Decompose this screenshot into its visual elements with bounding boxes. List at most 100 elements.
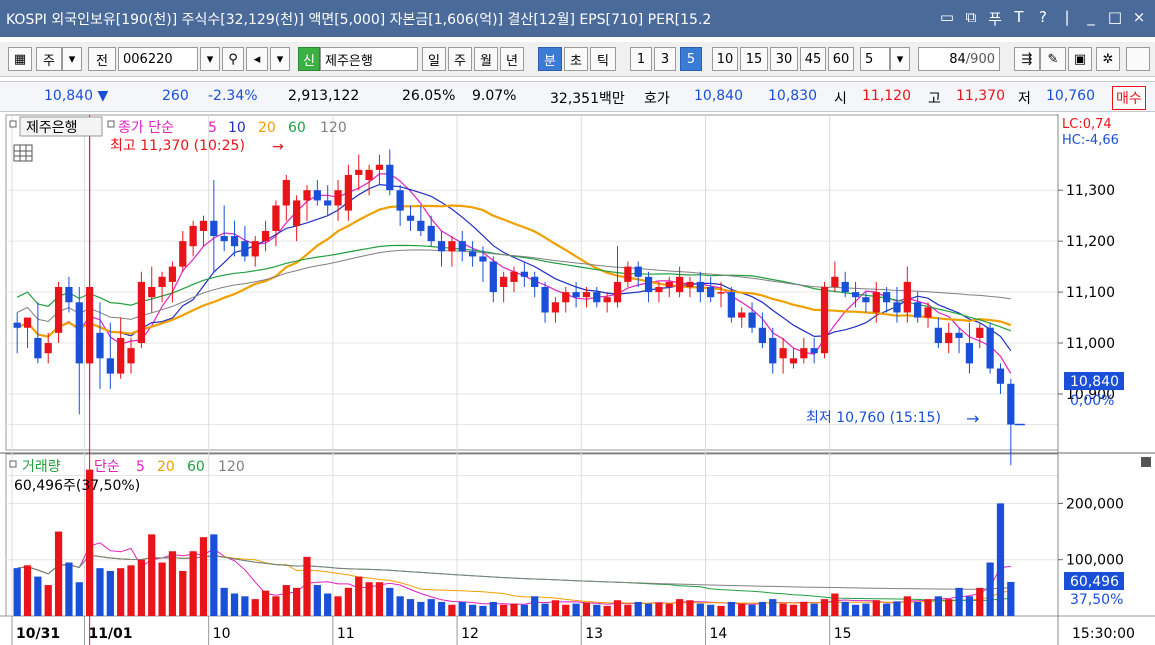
buy-button[interactable]: 매수 — [1112, 86, 1146, 110]
lc-value: LC:0,74 — [1062, 117, 1112, 132]
volume-label: 거래량 — [22, 459, 61, 475]
volume-bar — [479, 605, 487, 616]
tile-icon[interactable]: ⧉ — [965, 8, 977, 26]
volume-bar — [168, 551, 177, 616]
close-icon[interactable]: × — [1132, 8, 1146, 26]
tab-week[interactable]: 주 — [448, 47, 472, 71]
restore-icon[interactable]: ▭ — [939, 8, 955, 26]
gear-icon[interactable]: ✲ — [1096, 47, 1120, 71]
speaker-icon[interactable]: ◂ — [246, 47, 268, 71]
count-input[interactable]: 84/900 — [918, 47, 1000, 71]
interval-30[interactable]: 30 — [770, 47, 798, 71]
candle-body — [531, 276, 539, 287]
candle-body — [189, 225, 197, 247]
x-axis-label: 11/01 — [88, 626, 132, 642]
volume-bar — [976, 587, 984, 616]
open-label: 시 — [834, 91, 847, 107]
volume-bar — [365, 582, 373, 616]
volume-axis-ticks: 200,000 100,000 — [1058, 496, 1124, 569]
candle-body — [779, 348, 787, 359]
volume-bar — [96, 568, 104, 616]
tab-year[interactable]: 년 — [500, 47, 524, 71]
interval-1[interactable]: 1 — [630, 47, 652, 71]
volume-bar — [603, 605, 611, 616]
candle-body — [313, 190, 321, 201]
tab-second[interactable]: 초 — [564, 47, 588, 71]
candle-body — [800, 348, 808, 359]
volume-bar — [779, 603, 787, 616]
tab-month[interactable]: 월 — [474, 47, 498, 71]
chevron-down-icon[interactable]: ▾ — [890, 47, 910, 71]
save-icon[interactable]: ▣ — [1068, 47, 1092, 71]
volume-bar — [272, 596, 280, 616]
volume-bar — [903, 596, 911, 616]
font-icon[interactable]: T — [1014, 8, 1024, 26]
maximize-icon[interactable]: □ — [1107, 8, 1123, 26]
candle-body — [406, 215, 415, 221]
volume-bar — [158, 562, 166, 616]
high-price: 11,370 — [956, 88, 1005, 104]
search-icon[interactable]: ⚲ — [222, 47, 244, 71]
candle-body — [168, 266, 177, 282]
volume-bar — [727, 601, 735, 616]
tab-minute[interactable]: 분 — [538, 47, 562, 71]
candle-body — [976, 327, 984, 338]
ma-period-60: 60 — [288, 120, 306, 136]
candle-body — [893, 302, 901, 313]
price-change: 260 — [162, 88, 189, 104]
volume-bar — [955, 587, 963, 616]
candle-body — [841, 281, 849, 293]
checkbox-icon[interactable] — [1126, 47, 1150, 71]
total-volume: 2,913,122 — [288, 88, 360, 104]
chart-menu-icon[interactable]: ▦ — [8, 47, 32, 71]
draw-tool-icon[interactable]: ✎ — [1040, 47, 1066, 71]
chevron-down-icon[interactable]: ▾ — [62, 47, 82, 71]
market-select[interactable]: 주 — [36, 47, 62, 71]
volume-bar — [406, 599, 415, 616]
interval-3[interactable]: 3 — [654, 47, 676, 71]
volume-bar — [65, 562, 73, 616]
axis-current-volume: 60,496 — [1070, 574, 1119, 590]
candle-body — [210, 220, 218, 237]
x-axis-label: 10 — [213, 626, 231, 642]
volume-bar — [914, 601, 922, 616]
chevron-down-icon[interactable]: ▾ — [270, 47, 290, 71]
volume-bar — [137, 559, 146, 616]
candle-body — [986, 327, 994, 369]
volume-bar — [572, 603, 580, 616]
pin-icon[interactable]: 푸 — [988, 10, 1002, 28]
interval-45[interactable]: 45 — [800, 47, 826, 71]
interval-10[interactable]: 10 — [712, 47, 738, 71]
table-icon[interactable] — [13, 144, 33, 162]
chevron-down-icon[interactable]: ▾ — [200, 47, 220, 71]
compare-icon[interactable]: ⇶ — [1014, 47, 1040, 71]
all-button[interactable]: 전 — [88, 47, 116, 71]
volume-bar — [44, 585, 52, 616]
volume-bar — [86, 469, 94, 616]
candle-body — [748, 312, 756, 328]
minimize-icon[interactable]: _ — [1087, 8, 1095, 26]
candle-body — [500, 276, 508, 287]
tab-day[interactable]: 일 — [422, 47, 446, 71]
interval-5[interactable]: 5 — [680, 47, 702, 71]
new-badge: 신 — [298, 47, 320, 71]
candle-body — [106, 358, 114, 374]
help-icon[interactable]: ? — [1039, 8, 1047, 26]
volume-bar — [582, 602, 591, 616]
candle-body — [996, 368, 1005, 384]
volume-ma-20 — [17, 554, 1011, 604]
x-axis-time: 15:30:00 — [1072, 626, 1135, 642]
interval-60[interactable]: 60 — [828, 47, 854, 71]
stock-code-input[interactable]: 006220 — [118, 47, 198, 71]
tab-tick[interactable]: 틱 — [590, 47, 616, 71]
volume-bar — [13, 568, 21, 616]
volume-bar — [427, 599, 435, 616]
stock-chart[interactable]: 제주은행 종가 단순 5 10 20 60 120 최고 11,370 (10:… — [0, 114, 1155, 645]
chart-area[interactable]: 제주은행 종가 단순 5 10 20 60 120 최고 11,370 (10:… — [0, 114, 1155, 645]
interval-15[interactable]: 15 — [740, 47, 768, 71]
candle-body — [458, 241, 466, 252]
interval-select[interactable]: 5 — [860, 47, 890, 71]
volume-bar — [675, 599, 684, 616]
panel-close-icon[interactable] — [1141, 457, 1151, 467]
stock-name-field[interactable]: 제주은행 — [320, 47, 418, 71]
